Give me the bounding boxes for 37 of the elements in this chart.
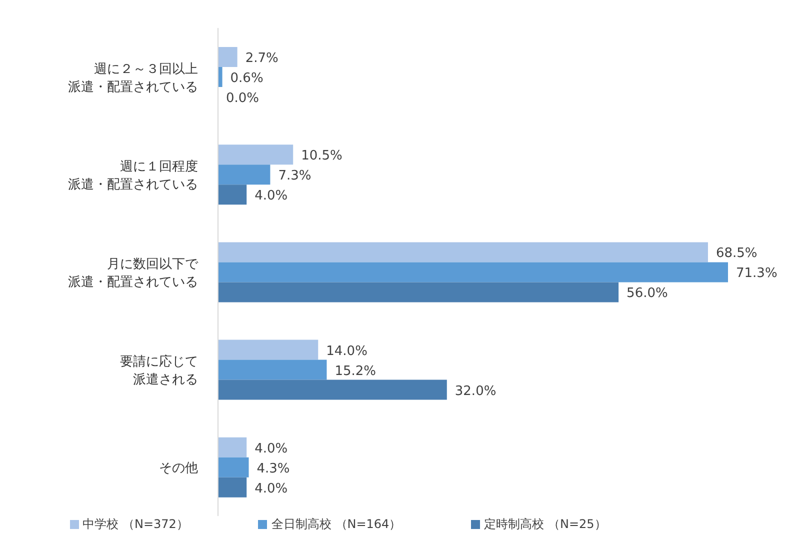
data-label: 4.0%	[254, 188, 288, 204]
legend-label: 定時制高校 （N=25）	[484, 517, 606, 531]
y-tick-label: 要請に応じて派遣される	[120, 354, 198, 388]
bar	[218, 144, 294, 165]
legend-label: 全日制高校 （N=164）	[271, 517, 402, 531]
data-label: 4.3%	[256, 461, 290, 476]
bar	[218, 360, 327, 380]
y-tick-label: 週に２～３回以上派遣・配置されている	[68, 62, 198, 95]
data-label: 7.3%	[278, 168, 312, 184]
bar	[218, 67, 222, 87]
legend-label: 中学校 （N=372）	[82, 517, 188, 531]
bar	[218, 380, 447, 400]
bar	[218, 457, 249, 478]
y-tick-label: 週に１回程度派遣・配置されている	[68, 158, 198, 192]
bar	[218, 184, 247, 205]
data-label: 68.5%	[716, 246, 758, 262]
data-label: 2.7%	[245, 51, 278, 66]
data-label: 0.6%	[230, 71, 264, 86]
data-label: 4.0%	[254, 441, 288, 456]
bar	[218, 164, 270, 185]
bar	[218, 282, 619, 302]
data-label: 4.0%	[254, 481, 288, 496]
bar	[218, 477, 247, 498]
data-label: 71.3%	[736, 266, 778, 282]
data-label: 32.0%	[454, 384, 496, 399]
data-label: 15.2%	[334, 364, 376, 379]
bar	[218, 262, 728, 282]
data-label: 0.0%	[226, 91, 260, 106]
y-tick-label: 月に数回以下で派遣・配置されている	[68, 257, 199, 290]
data-label: 10.5%	[301, 148, 342, 164]
bar	[218, 340, 318, 360]
bar	[218, 47, 238, 67]
data-label: 14.0%	[326, 344, 368, 359]
data-label: 56.0%	[626, 286, 668, 302]
bar	[218, 437, 247, 458]
bar	[218, 242, 708, 262]
y-tick-label: その他	[159, 461, 198, 476]
